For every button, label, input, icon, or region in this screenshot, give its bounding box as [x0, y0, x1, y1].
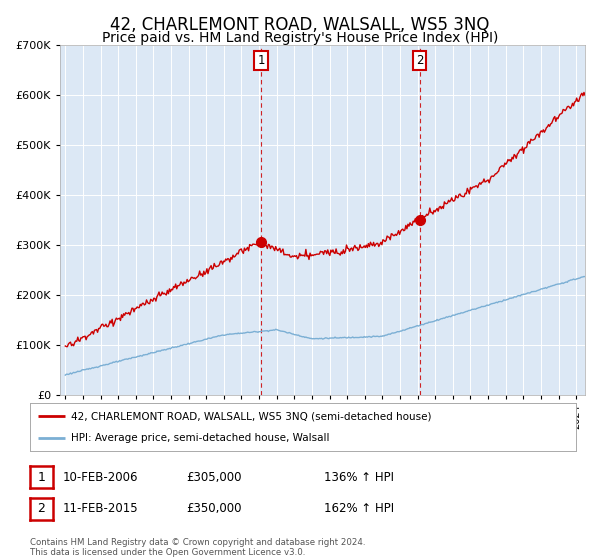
Text: Price paid vs. HM Land Registry's House Price Index (HPI): Price paid vs. HM Land Registry's House … [102, 31, 498, 45]
Text: 11-FEB-2015: 11-FEB-2015 [63, 502, 139, 515]
Text: 1: 1 [257, 54, 265, 67]
Text: 136% ↑ HPI: 136% ↑ HPI [324, 471, 394, 484]
Text: 1: 1 [37, 471, 46, 484]
Text: Contains HM Land Registry data © Crown copyright and database right 2024.
This d: Contains HM Land Registry data © Crown c… [30, 538, 365, 557]
Text: 2: 2 [37, 502, 46, 515]
Text: 42, CHARLEMONT ROAD, WALSALL, WS5 3NQ: 42, CHARLEMONT ROAD, WALSALL, WS5 3NQ [110, 16, 490, 34]
Text: 162% ↑ HPI: 162% ↑ HPI [324, 502, 394, 515]
Text: 42, CHARLEMONT ROAD, WALSALL, WS5 3NQ (semi-detached house): 42, CHARLEMONT ROAD, WALSALL, WS5 3NQ (s… [71, 411, 431, 421]
Text: £305,000: £305,000 [186, 471, 241, 484]
Text: 10-FEB-2006: 10-FEB-2006 [63, 471, 139, 484]
Text: 2: 2 [416, 54, 424, 67]
Text: HPI: Average price, semi-detached house, Walsall: HPI: Average price, semi-detached house,… [71, 433, 329, 443]
Text: £350,000: £350,000 [186, 502, 241, 515]
